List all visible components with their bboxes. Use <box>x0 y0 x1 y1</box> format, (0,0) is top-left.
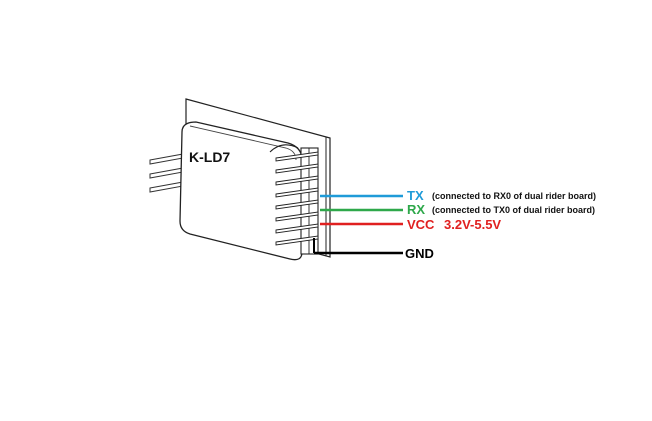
tx-label: TX <box>407 188 424 203</box>
module-label: K-LD7 <box>189 149 230 165</box>
header-pin <box>275 223 319 234</box>
left-pins <box>149 153 184 193</box>
header-pin <box>275 211 319 222</box>
module-housing <box>179 121 303 261</box>
vcc-range: 3.2V-5.5V <box>444 217 501 232</box>
tx-note: (connected to RX0 of dual rider board) <box>432 191 596 201</box>
gnd-label: GND <box>405 246 434 261</box>
header-pin <box>275 163 319 174</box>
module-cylinder <box>269 144 299 153</box>
header-pin <box>275 199 319 210</box>
header-pin <box>275 235 319 246</box>
rx-label: RX <box>407 202 425 217</box>
header-pin <box>275 151 319 162</box>
header-pins <box>275 151 319 246</box>
rx-note: (connected to TX0 of dual rider board) <box>432 205 595 215</box>
header-pin <box>275 187 319 198</box>
header-pin <box>275 175 319 186</box>
vcc-label: VCC <box>407 217 435 232</box>
